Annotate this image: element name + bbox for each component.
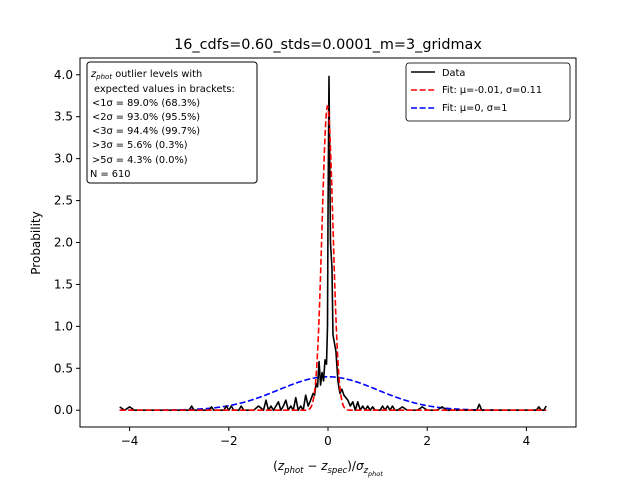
- x-axis-ticks: −4 −2 0 2 4: [121, 427, 530, 448]
- y-tick-label: 0.0: [54, 403, 73, 417]
- chart-title: 16_cdfs=0.60_stds=0.0001_m=3_gridmax: [174, 37, 482, 53]
- y-tick-label: 0.5: [54, 361, 73, 375]
- annotation-line-1: zphot outlier levels with: [90, 69, 202, 81]
- y-tick-label: 1.0: [54, 319, 73, 333]
- annotation-line-6: >3σ = 5.6% (0.3%): [92, 140, 188, 151]
- y-axis-ticks: 0.0 0.5 1.0 1.5 2.0 2.5 3.0 3.5 4.0: [54, 68, 80, 417]
- y-tick-label: 2.0: [54, 236, 73, 250]
- y-tick-label: 2.5: [54, 194, 73, 208]
- annotation-line-4: <2σ = 93.0% (95.5%): [92, 112, 200, 123]
- x-tick-label: −4: [121, 434, 139, 448]
- annotation-frame: [86, 61, 258, 184]
- legend-label-data: Data: [442, 68, 465, 79]
- annotation-line-7: >5σ = 4.3% (0.0%): [92, 155, 188, 166]
- x-tick-label: 0: [324, 434, 332, 448]
- annotation-line-2: expected values in brackets:: [94, 84, 235, 95]
- legend-label-fit-narrow: Fit: μ=-0.01, σ=0.11: [442, 85, 542, 96]
- annotation-line-3: <1σ = 89.0% (68.3%): [92, 98, 200, 109]
- x-tick-label: 2: [423, 434, 431, 448]
- y-tick-label: 3.0: [54, 152, 73, 166]
- series-layer: [119, 75, 547, 412]
- y-tick-label: 3.5: [54, 110, 73, 124]
- x-tick-label: 4: [523, 434, 531, 448]
- y-tick-label: 1.5: [54, 277, 73, 291]
- legend-border: [405, 62, 571, 122]
- legend-label-fit-unit: Fit: μ=0, σ=1: [442, 103, 507, 114]
- plot-area: [119, 75, 547, 412]
- annotation-line-8: N = 610: [90, 169, 130, 180]
- y-tick-label: 4.0: [54, 68, 73, 82]
- y-axis-label: Probability: [29, 211, 43, 274]
- legend: Data Fit: μ=-0.01, σ=0.11 Fit: μ=0, σ=1: [405, 62, 571, 122]
- x-tick-label: −2: [220, 434, 238, 448]
- annotation-line-5: <3σ = 94.4% (99.7%): [92, 126, 200, 137]
- series-fit-narrow-line: [119, 104, 547, 412]
- annotation-box: zphot outlier levels with expected value…: [86, 61, 258, 184]
